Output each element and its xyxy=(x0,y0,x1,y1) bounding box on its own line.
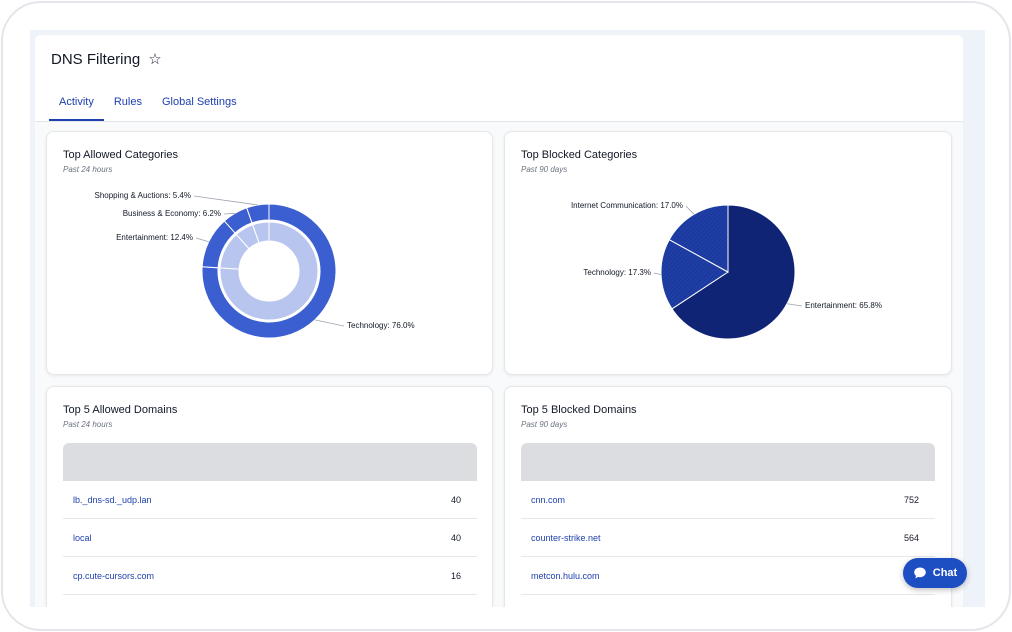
tab-activity[interactable]: Activity xyxy=(49,93,104,121)
blocked-categories-card: Top Blocked Categories Past 90 days Ente… xyxy=(504,131,952,375)
data-label: Technology: 76.0% xyxy=(347,321,415,330)
table-row: cp.cute-cursors.com 16 xyxy=(63,557,477,595)
allowed-categories-card: Top Allowed Categories Past 24 hours Tec… xyxy=(46,131,493,375)
table-row: counter-strike.net 564 xyxy=(521,519,935,557)
table-row: cnn.com 752 xyxy=(521,481,935,519)
page-header: DNS Filtering ☆ Activity Rules Global Se… xyxy=(35,35,963,122)
leader-line xyxy=(786,303,803,307)
chat-label: Chat xyxy=(932,567,958,579)
blocked-categories-pie-chart: Entertainment: 65.8% Technology: 17.3% Int… xyxy=(571,201,882,340)
data-label: Business & Economy: 6.2% xyxy=(123,209,221,218)
card-subtitle: Past 24 hours xyxy=(63,420,113,429)
pie-slice-internet-communication[interactable] xyxy=(668,204,729,273)
domain-count: 16 xyxy=(450,570,461,581)
pie-slice-technology[interactable] xyxy=(660,238,729,310)
data-label: Entertainment: 65.8% xyxy=(805,301,882,310)
allowed-domains-card: Top 5 Allowed Domains Past 24 hours lb._… xyxy=(46,386,493,607)
card-title: Top 5 Blocked Domains xyxy=(521,404,637,416)
data-label: Shopping & Auctions: 5.4% xyxy=(94,191,191,200)
blocked-domains-table: cnn.com 752 counter-strike.net 564 metco… xyxy=(521,481,935,595)
tab-bar: Activity Rules Global Settings xyxy=(49,93,247,121)
card-subtitle: Past 90 days xyxy=(521,165,568,174)
table-header xyxy=(63,443,477,481)
domain-link[interactable]: lb._dns-sd._udp.lan xyxy=(73,494,152,505)
table-row: lb._dns-sd._udp.lan 40 xyxy=(63,481,477,519)
leader-line xyxy=(195,237,209,243)
domain-link[interactable]: metcon.hulu.com xyxy=(531,570,600,581)
donut-slice-shopping-auctions-outer[interactable] xyxy=(246,203,270,224)
domain-link[interactable]: cnn.com xyxy=(531,494,566,505)
tab-rules[interactable]: Rules xyxy=(113,96,142,108)
data-label: Entertainment: 12.4% xyxy=(116,233,193,242)
allowed-categories-donut-chart: Technology: 76.0% Entertainment: 12.4% Bus… xyxy=(94,191,415,339)
leader-line xyxy=(314,319,345,327)
chat-button[interactable]: Chat xyxy=(903,558,967,588)
donut-slice-technology-inner[interactable] xyxy=(219,221,319,321)
domain-link[interactable]: local xyxy=(73,532,92,543)
table-header xyxy=(521,443,935,481)
table-row: local 40 xyxy=(63,519,477,557)
card-title: Top Blocked Categories xyxy=(521,149,638,161)
chat-bubble-icon xyxy=(913,567,926,579)
domain-link[interactable]: counter-strike.net xyxy=(531,532,601,543)
card-title: Top Allowed Categories xyxy=(63,149,178,161)
pie-slice-entertainment[interactable] xyxy=(671,204,796,340)
card-subtitle: Past 90 days xyxy=(521,420,568,429)
data-label: Technology: 17.3% xyxy=(583,268,651,277)
leader-line xyxy=(193,195,258,206)
domain-count: 40 xyxy=(450,494,461,505)
star-icon[interactable]: ☆ xyxy=(148,51,162,68)
card-subtitle: Past 24 hours xyxy=(63,165,113,174)
donut-slice-technology-outer[interactable] xyxy=(201,203,337,339)
domain-count: 40 xyxy=(450,532,461,543)
page-title: DNS Filtering xyxy=(51,51,141,68)
table-row: metcon.hulu.com xyxy=(521,557,935,595)
data-label: Internet Communication: 17.0% xyxy=(571,201,683,210)
card-title: Top 5 Allowed Domains xyxy=(63,404,178,416)
domain-count: 564 xyxy=(903,532,919,543)
domain-count: 752 xyxy=(903,494,919,505)
allowed-domains-table: lb._dns-sd._udp.lan 40 local 40 cp.cute-… xyxy=(63,481,477,595)
leader-line xyxy=(223,212,235,215)
blocked-domains-card: Top 5 Blocked Domains Past 90 days cnn.c… xyxy=(504,386,952,607)
dns-filtering-page: DNS Filtering ☆ Activity Rules Global Se… xyxy=(35,35,963,607)
tab-global-settings[interactable]: Global Settings xyxy=(161,96,237,108)
page-title-row: DNS Filtering ☆ xyxy=(51,51,162,68)
leader-line xyxy=(653,272,662,276)
screen: DNS Filtering ☆ Activity Rules Global Se… xyxy=(30,30,985,607)
leader-line xyxy=(685,205,695,215)
domain-link[interactable]: cp.cute-cursors.com xyxy=(73,570,155,581)
donut-slice-shopping-auctions-inner[interactable] xyxy=(252,221,270,244)
